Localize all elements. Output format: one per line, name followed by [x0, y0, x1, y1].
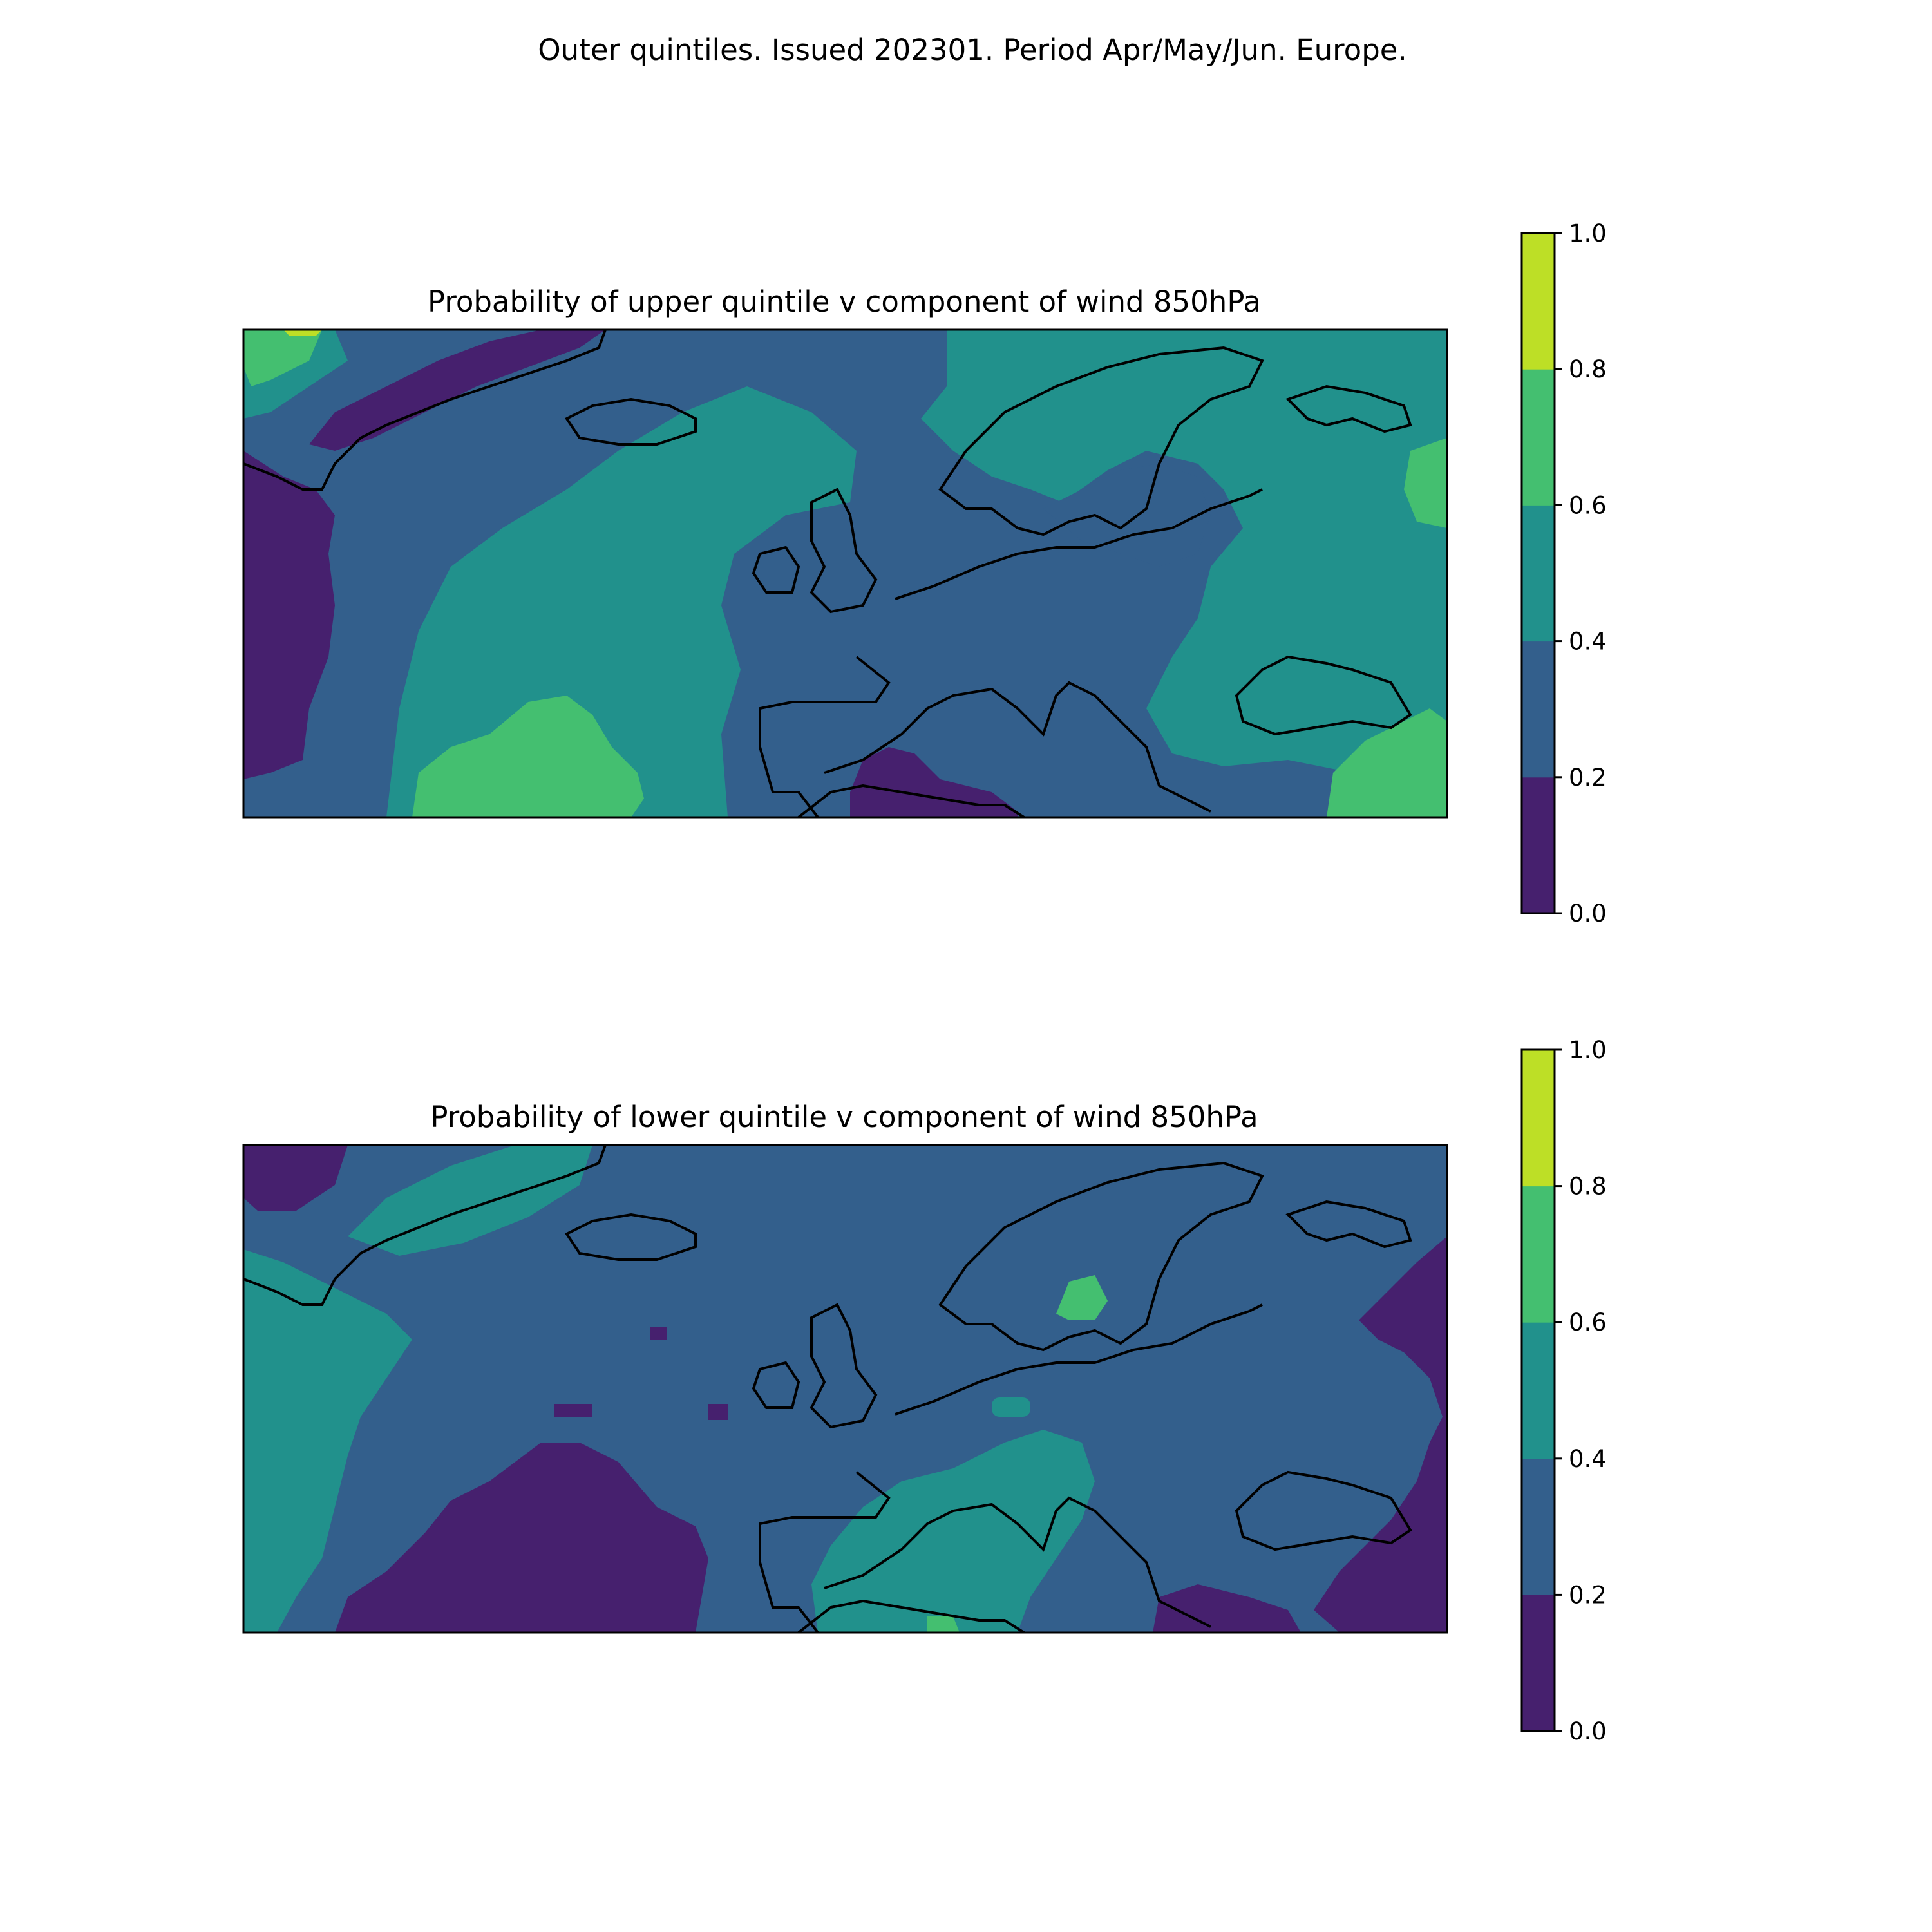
coast-iberia-upper — [759, 656, 891, 817]
coast-iceland-lower — [565, 1213, 697, 1261]
coast-mediterranean-lower — [824, 1496, 1211, 1628]
colorbar-upper-band-3 — [1522, 369, 1555, 506]
lower-high-west-med — [927, 1616, 960, 1633]
lower-high-sweden — [1056, 1275, 1108, 1320]
colorbar-lower-band-0 — [1522, 1595, 1555, 1732]
colorbar-lower-band-1 — [1522, 1458, 1555, 1595]
coast-ireland-lower — [752, 1361, 800, 1409]
coast-greenland-lower — [243, 1145, 607, 1306]
colorbar-upper-tick-label-5: 1.0 — [1569, 220, 1607, 247]
lower-mid-west — [243, 1249, 412, 1633]
upper-low-west-med — [850, 747, 1018, 817]
map-title-upper: Probability of upper quintile v componen… — [428, 285, 1261, 319]
coast-britain-lower — [810, 1303, 878, 1429]
colorbar-upper-tick-label-3: 0.6 — [1569, 491, 1607, 519]
colorbar-lower-tick-label-0: 0.0 — [1569, 1718, 1607, 1745]
colorbar-lower-frame — [1520, 1048, 1556, 1732]
coast-europe-lower — [895, 1303, 1263, 1416]
upper-mid-central-atlantic — [386, 386, 857, 817]
colorbar-lower-tick-label-1: 0.2 — [1569, 1581, 1607, 1609]
coast-blacksea-upper — [1235, 655, 1412, 736]
upper-baltic-band — [1043, 464, 1211, 567]
lower-mid-west-med — [811, 1430, 1095, 1633]
map-title-lower: Probability of lower quintile v componen… — [430, 1100, 1258, 1134]
coast-scandinavia-lower — [938, 1161, 1264, 1352]
lower-mid-spot-1 — [992, 1397, 1030, 1417]
lower-low-subtropics — [335, 1443, 708, 1633]
upper-mid-northeast — [921, 330, 1447, 817]
lower-low-spot-2 — [708, 1404, 728, 1420]
colorbar-upper-frame — [1520, 232, 1556, 914]
colorbar-upper-tick-label-2: 0.4 — [1569, 628, 1607, 656]
upper-high-east — [1404, 438, 1447, 528]
coast-whitesea-upper — [1285, 384, 1412, 433]
colorbar-upper-tick-label-4: 0.8 — [1569, 355, 1607, 383]
upper-low-west-atlantic — [243, 451, 335, 779]
coast-blacksea-lower — [1235, 1470, 1412, 1551]
colorbar-lower-tick-label-2: 0.4 — [1569, 1445, 1607, 1473]
colorbar-lower-band-2 — [1522, 1322, 1555, 1459]
lower-low-spot-1 — [554, 1404, 592, 1417]
coastlines-upper — [243, 330, 1412, 817]
map-lower — [243, 1145, 1447, 1633]
lower-low-spot-3 — [650, 1327, 667, 1340]
colorbar-upper-band-4 — [1522, 233, 1555, 370]
colorbar-lower: 0.0 0.2 0.4 0.6 0.8 1.0 — [1520, 1036, 1607, 1745]
figure-suptitle: Outer quintiles. Issued 202301. Period A… — [538, 33, 1407, 67]
colorbar-lower-band-3 — [1522, 1186, 1555, 1323]
coast-whitesea-lower — [1285, 1200, 1412, 1249]
colorbar-upper-tick-label-0: 0.0 — [1569, 900, 1607, 927]
colorbar-upper-tick-label-1: 0.2 — [1569, 764, 1607, 791]
lower-mid-greenland — [348, 1145, 592, 1256]
colorbar-upper-band-0 — [1522, 777, 1555, 914]
lower-low-northwest — [243, 1145, 348, 1211]
coast-europe-upper — [895, 488, 1263, 600]
coast-africa-lower — [797, 1599, 1025, 1633]
map-lower-frame — [242, 1144, 1448, 1634]
colorbar-lower-band-4 — [1522, 1050, 1555, 1187]
lower-low-east-med — [1153, 1584, 1301, 1633]
coast-africa-upper — [797, 784, 1025, 817]
upper-top-northwest — [283, 330, 322, 336]
map-upper-frame — [242, 328, 1448, 819]
map-upper — [243, 330, 1447, 817]
coast-ireland-upper — [752, 545, 800, 594]
lower-low-east — [1314, 1236, 1447, 1633]
upper-high-caucasus — [1327, 708, 1447, 817]
upper-low-greenland-strip — [309, 330, 605, 451]
colorbar-lower-tick-label-3: 0.6 — [1569, 1309, 1607, 1336]
colorbar-lower-tick-label-5: 1.0 — [1569, 1036, 1607, 1064]
coast-iceland-upper — [565, 397, 697, 446]
colorbar-lower-tick-label-4: 0.8 — [1569, 1173, 1607, 1200]
coast-iberia-lower — [759, 1471, 891, 1633]
coast-mediterranean-upper — [824, 681, 1211, 813]
coast-britain-upper — [810, 488, 878, 614]
coast-scandinavia-upper — [938, 346, 1264, 536]
colorbar-upper-band-2 — [1522, 505, 1555, 642]
upper-high-canary — [412, 696, 644, 817]
colorbar-upper: 0.0 0.2 0.4 0.6 0.8 1.0 — [1520, 220, 1607, 927]
colorbar-upper-band-1 — [1522, 641, 1555, 778]
upper-high-northwest — [243, 330, 322, 386]
coastlines-lower — [243, 1145, 1412, 1633]
coast-greenland-upper — [243, 330, 607, 491]
